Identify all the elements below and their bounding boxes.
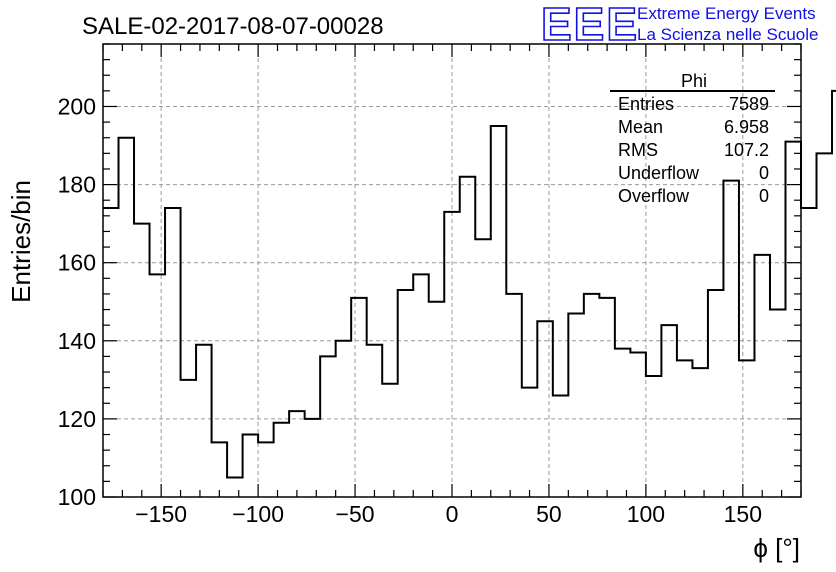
x-axis-label: ϕ [°] xyxy=(753,533,800,563)
grid-lines xyxy=(103,44,801,498)
stats-box: Phi Entries 7589 Mean 6.958 RMS 107.2 Un… xyxy=(610,71,775,206)
x-tick-label: 0 xyxy=(446,501,459,527)
x-tick-label: −50 xyxy=(336,501,375,527)
y-tick-label: 160 xyxy=(58,250,96,276)
x-tick-label: −100 xyxy=(232,501,284,527)
x-tick-label: 100 xyxy=(627,501,665,527)
x-tick-label: 50 xyxy=(536,501,562,527)
stats-label-rms: RMS xyxy=(618,140,658,160)
brand-line-1: Extreme Energy Events xyxy=(637,4,816,23)
stats-value-overflow: 0 xyxy=(759,186,769,206)
tick-labels: −150 −100 −50 0 50 100 150 100 120 140 160 180 200 xyxy=(58,93,762,527)
histogram-line xyxy=(103,89,836,479)
chart-title: SALE-02-2017-08-07-00028 xyxy=(82,13,384,40)
stats-value-rms: 107.2 xyxy=(724,140,769,160)
stats-label-entries: Entries xyxy=(618,94,674,114)
stats-value-underflow: 0 xyxy=(759,163,769,183)
y-tick-label: 200 xyxy=(58,93,96,119)
stats-label-mean: Mean xyxy=(618,117,663,137)
x-tick-label: 150 xyxy=(724,501,762,527)
x-tick-label: −150 xyxy=(135,501,187,527)
stats-title: Phi xyxy=(681,71,707,91)
brand-line-2: La Scienza nelle Scuole xyxy=(637,25,818,44)
stats-value-mean: 6.958 xyxy=(724,117,769,137)
stats-value-entries: 7589 xyxy=(729,94,769,114)
stats-label-overflow: Overflow xyxy=(618,186,690,206)
y-tick-label: 120 xyxy=(58,406,96,432)
eee-logo: EEE xyxy=(541,0,639,50)
y-tick-label: 140 xyxy=(58,328,96,354)
stats-label-underflow: Underflow xyxy=(618,163,700,183)
y-tick-label: 100 xyxy=(58,484,96,510)
y-tick-label: 180 xyxy=(58,172,96,198)
axis-ticks xyxy=(102,43,802,498)
y-axis-label: Entries/bin xyxy=(6,180,36,303)
